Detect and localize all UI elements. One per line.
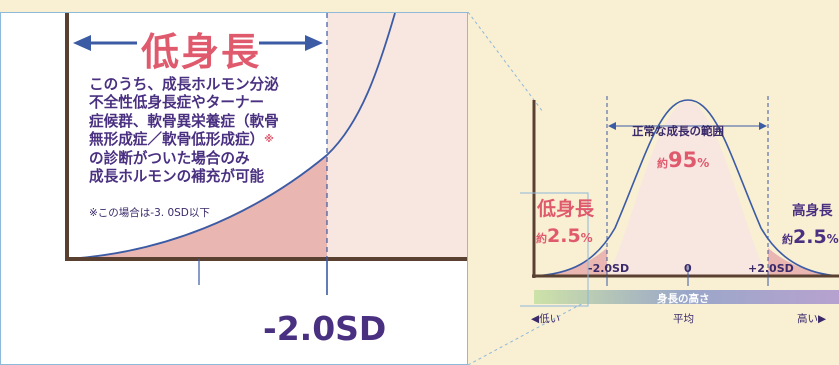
desc-line-5: の診断がついた場合のみ <box>89 149 250 167</box>
tall-stature-label: 高身長 <box>792 203 833 219</box>
axis-low-label: ◀低い <box>531 313 561 325</box>
axis-mid-label: 平均 <box>673 313 694 325</box>
tick-minus-2sd: -2.0SD <box>588 262 630 275</box>
normal-range-label: 正常な成長の範囲 <box>632 124 724 138</box>
desc-line-1: このうち、成長ホルモン分泌 <box>89 76 279 93</box>
tall-stature-percent: 約2.5% <box>782 226 839 248</box>
low-value: 2.5 <box>547 225 581 247</box>
high-unit: % <box>826 232 839 246</box>
bell-curve-diagram <box>520 96 839 307</box>
short-stature-title: 低身長 <box>141 30 262 74</box>
zoom-panel: 低身長 このうち、成長ホルモン分泌 不全性低身長症やターナー 症候群、軟骨異栄養… <box>0 12 468 365</box>
note-mark: ※ <box>264 134 274 146</box>
footnote: ※この場合は-3. 0SD以下 <box>89 207 210 219</box>
short-stature-percent: 約2.5% <box>536 225 593 247</box>
zoom-curve-graphic <box>65 13 467 295</box>
normal-prefix: 約 <box>657 157 668 170</box>
normal-unit: % <box>697 156 710 170</box>
tick-zero: 0 <box>684 262 692 275</box>
desc-line-3: 症候群、軟骨異栄養症（軟骨 <box>89 112 279 130</box>
desc-line-4: 無形成症／軟骨低形成症） <box>89 131 265 149</box>
gh-eligibility-description: このうち、成長ホルモン分泌 不全性低身長症やターナー 症候群、軟骨異栄養症（軟骨… <box>89 76 321 186</box>
normal-value: 95 <box>668 148 698 172</box>
axis-high-label: 高い▶ <box>797 313 827 325</box>
low-prefix: 約 <box>536 232 547 245</box>
high-prefix: 約 <box>782 233 793 246</box>
threshold-label: -2.0SD <box>263 309 387 348</box>
high-value: 2.5 <box>793 226 827 248</box>
tick-plus-2sd: +2.0SD <box>748 262 794 275</box>
short-stature-label: 低身長 <box>537 198 595 220</box>
desc-line-2: 不全性低身長症やターナー <box>89 94 265 112</box>
normal-percent: 約95% <box>657 148 709 172</box>
low-unit: % <box>580 231 593 245</box>
desc-line-6: 成長ホルモンの補充が可能 <box>89 168 265 186</box>
axis-title: 身長の高さ <box>657 293 710 305</box>
